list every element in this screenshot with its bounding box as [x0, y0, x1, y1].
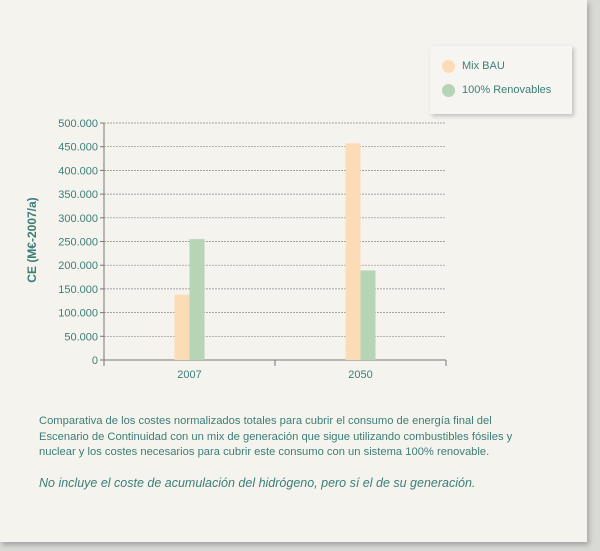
chart-card: Mix BAU 100% Renovables CE (M€-2007/a) 0… [0, 0, 587, 542]
y-tick-label: 100.000 [58, 308, 98, 320]
chart-caption: Comparativa de los costes normalizados t… [39, 415, 513, 458]
y-tick-label: 500.000 [58, 118, 98, 130]
y-tick-label: 300.000 [58, 213, 98, 225]
y-tick-label: 400.000 [58, 165, 98, 177]
chart-legend: Mix BAU 100% Renovables [430, 46, 572, 114]
bar [360, 270, 376, 360]
bar [189, 239, 205, 360]
y-tick-label: 50.000 [64, 331, 98, 343]
y-tick-label: 200.000 [58, 260, 98, 272]
legend-label: Mix BAU [462, 60, 505, 72]
y-tick-label: 0 [92, 355, 98, 367]
y-tick-label: 450.000 [58, 142, 98, 154]
y-tick-label: 250.000 [58, 237, 98, 249]
legend-swatch-mix-bau [442, 59, 455, 73]
bar-chart: 0 50.000 100.000 150.000 200.000 250.000 300.0… [58, 118, 447, 381]
y-tick-label: 150.000 [58, 284, 98, 296]
legend-item-mix-bau: Mix BAU [442, 58, 505, 74]
bar [345, 143, 361, 360]
legend-label: 100% Renovables [462, 84, 552, 96]
y-tick-label: 350.000 [58, 189, 98, 201]
legend-item-renovables: 100% Renovables [442, 82, 551, 98]
bar [174, 294, 190, 360]
x-tick-label: 2007 [177, 369, 201, 381]
legend-swatch-renovables [442, 83, 455, 97]
x-tick-label: 2050 [348, 369, 372, 381]
chart-note: No incluye el coste de acumulación del h… [39, 476, 476, 490]
